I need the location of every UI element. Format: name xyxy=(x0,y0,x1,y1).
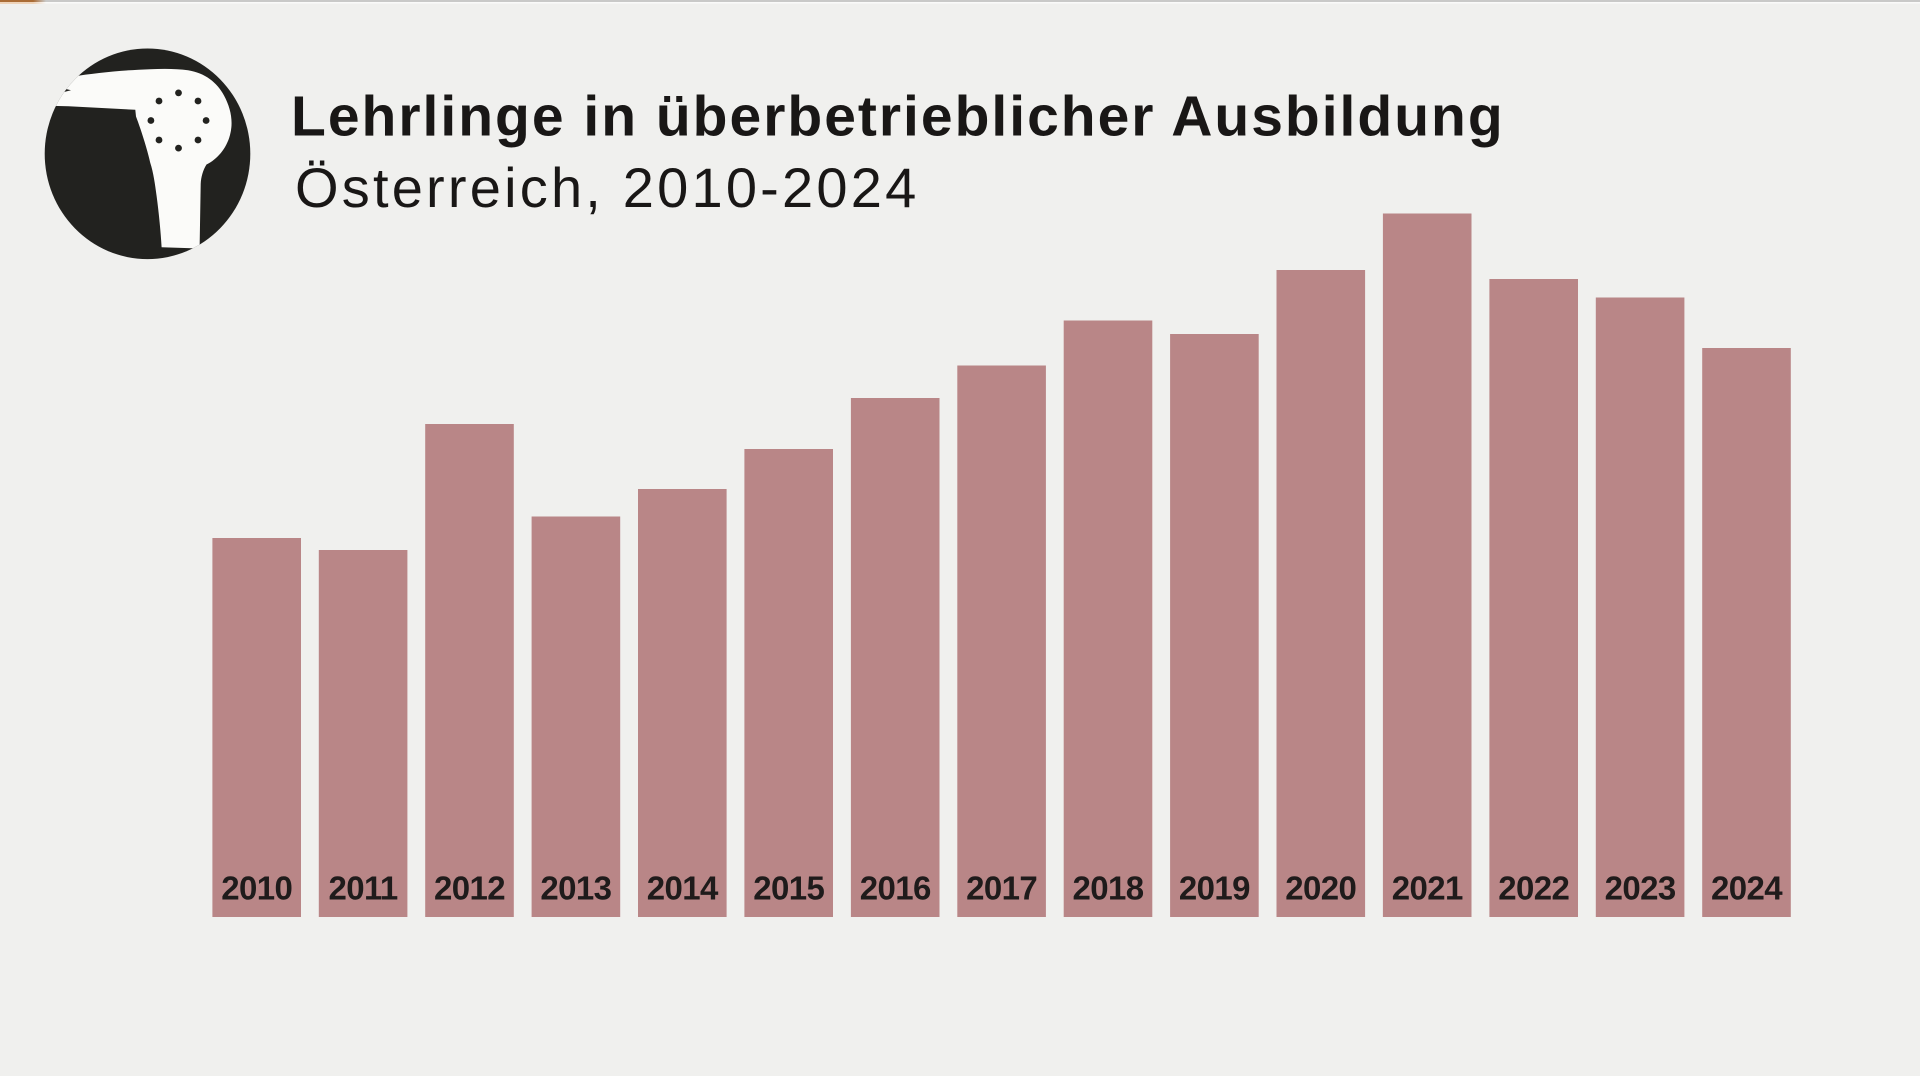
svg-text:2012: 2012 xyxy=(434,870,505,907)
svg-text:2019: 2019 xyxy=(1179,870,1250,907)
svg-text:2010: 2010 xyxy=(221,870,292,907)
svg-text:2020: 2020 xyxy=(1285,870,1356,907)
svg-text:2013: 2013 xyxy=(540,870,611,907)
svg-text:2024: 2024 xyxy=(1711,870,1783,907)
svg-text:Österreich, 2010-2024: Österreich, 2010-2024 xyxy=(295,156,919,219)
svg-text:2021: 2021 xyxy=(1392,870,1463,907)
svg-text:2015: 2015 xyxy=(753,870,824,907)
svg-text:2022: 2022 xyxy=(1498,870,1569,907)
svg-text:Lehrlinge in überbetrieblicher: Lehrlinge in überbetrieblicher Ausbildun… xyxy=(291,85,1505,149)
svg-text:2016: 2016 xyxy=(860,870,931,907)
svg-text:2023: 2023 xyxy=(1605,870,1676,907)
svg-text:2011: 2011 xyxy=(328,870,397,907)
svg-text:2014: 2014 xyxy=(647,870,719,907)
svg-text:2018: 2018 xyxy=(1072,870,1143,907)
svg-text:2017: 2017 xyxy=(966,870,1037,907)
